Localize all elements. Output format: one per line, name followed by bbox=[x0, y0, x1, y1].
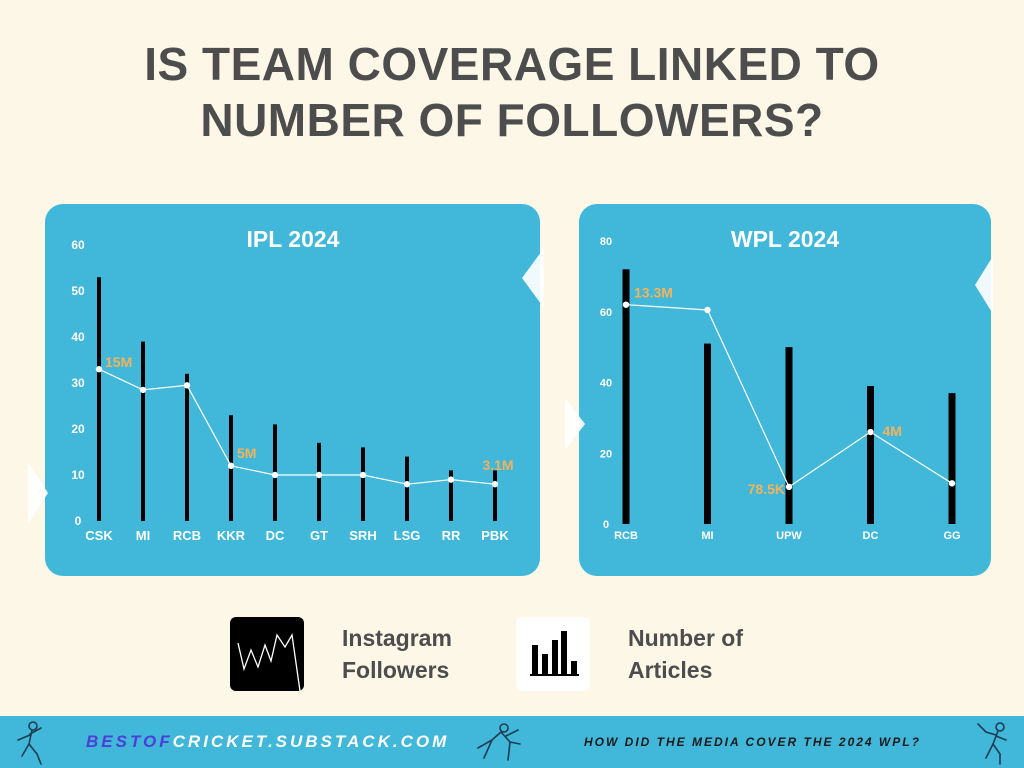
followers-point bbox=[622, 301, 630, 308]
y-tick-label: 40 bbox=[71, 330, 85, 344]
cricketer-diving-icon bbox=[477, 723, 521, 761]
y-tick-label: 60 bbox=[600, 307, 612, 319]
article-bar bbox=[141, 341, 145, 521]
cricketer-bowler-icon bbox=[17, 721, 42, 765]
ipl-chart-panel: IPL 2024 0 10 20 30 40 50 60 CSK MI RCB KKR DC GT SRH L… bbox=[45, 204, 540, 576]
followers-point bbox=[227, 462, 235, 469]
article-bar bbox=[704, 343, 711, 524]
bar-chart-icon bbox=[516, 617, 590, 691]
article-bar bbox=[361, 447, 365, 521]
chart-title: WPL 2024 bbox=[731, 226, 839, 252]
followers-annotation: 13.3M bbox=[634, 285, 673, 301]
followers-point bbox=[447, 476, 455, 483]
notch-shape-icon bbox=[28, 462, 48, 524]
title-line-1: IS TEAM COVERAGE LINKED TO bbox=[144, 38, 880, 90]
followers-point bbox=[948, 480, 956, 487]
article-bar bbox=[449, 470, 453, 521]
article-bar bbox=[867, 386, 874, 524]
y-tick-label: 0 bbox=[603, 519, 609, 531]
followers-point bbox=[139, 386, 147, 394]
followers-annotation: 15M bbox=[105, 354, 132, 370]
y-tick-label: 20 bbox=[71, 422, 85, 436]
article-bar bbox=[185, 373, 189, 521]
legend-followers-line1: Instagram bbox=[342, 625, 452, 651]
article-bar bbox=[493, 470, 497, 521]
followers-point bbox=[491, 481, 499, 488]
title-line-2: NUMBER OF FOLLOWERS? bbox=[200, 94, 824, 146]
followers-point bbox=[867, 428, 874, 436]
article-bar bbox=[317, 442, 321, 521]
followers-annotation: 4M bbox=[883, 423, 902, 439]
legend-articles-label: Number of Articles bbox=[628, 622, 743, 686]
site-url-part1: BESTOF bbox=[86, 732, 173, 751]
y-tick-label: 20 bbox=[600, 448, 612, 460]
x-tick-label: GT bbox=[310, 528, 328, 543]
followers-annotation: 3.1M bbox=[482, 457, 513, 473]
y-tick-label: 10 bbox=[71, 468, 85, 482]
followers-annotation: 78.5K bbox=[748, 481, 785, 497]
wpl-chart: WPL 2024 0 20 40 60 80 RCB MI UPW DC GG 13.3M 78.5K 4… bbox=[600, 226, 961, 542]
x-tick-label: CSK bbox=[85, 528, 113, 543]
footer-bar: BESTOFCRICKET.SUBSTACK.COM HOW DID THE M… bbox=[0, 716, 1024, 768]
article-bar bbox=[97, 277, 101, 521]
x-tick-label: SRH bbox=[349, 528, 376, 543]
x-tick-label: PBK bbox=[481, 528, 509, 543]
followers-point bbox=[359, 471, 367, 479]
followers-point bbox=[271, 471, 279, 479]
legend-articles-line1: Number of bbox=[628, 625, 743, 651]
site-url-part3: .SUBSTACK.COM bbox=[267, 732, 450, 751]
y-tick-label: 30 bbox=[71, 376, 85, 390]
followers-point bbox=[95, 366, 103, 373]
article-bar bbox=[785, 347, 793, 524]
followers-point bbox=[785, 483, 793, 491]
x-tick-label: UPW bbox=[776, 530, 802, 542]
article-bar bbox=[405, 456, 409, 521]
ipl-chart: IPL 2024 0 10 20 30 40 50 60 CSK MI RCB KKR DC GT SRH L… bbox=[71, 226, 513, 543]
line-chart-icon bbox=[230, 617, 304, 692]
y-tick-label: 50 bbox=[71, 284, 85, 298]
y-tick-label: 80 bbox=[600, 236, 612, 248]
x-tick-label: MI bbox=[701, 530, 713, 542]
followers-point bbox=[403, 481, 411, 488]
x-tick-label: RCB bbox=[173, 528, 201, 543]
cricketer-batsman-icon bbox=[977, 722, 1007, 765]
followers-line bbox=[98, 368, 496, 485]
x-tick-label: KKR bbox=[217, 528, 246, 543]
followers-point bbox=[704, 306, 711, 314]
x-tick-label: DC bbox=[863, 530, 879, 542]
x-tick-label: RCB bbox=[614, 530, 638, 542]
x-tick-label: RR bbox=[442, 528, 461, 543]
y-tick-label: 0 bbox=[75, 514, 82, 528]
legend-articles-line2: Articles bbox=[628, 657, 713, 683]
followers-point bbox=[315, 471, 323, 479]
site-url: BESTOFCRICKET.SUBSTACK.COM bbox=[86, 732, 449, 752]
article-bar bbox=[622, 269, 630, 524]
wpl-chart-panel: WPL 2024 0 20 40 60 80 RCB MI UPW DC GG 13.3M 78.5K 4… bbox=[579, 204, 991, 576]
y-tick-label: 40 bbox=[600, 378, 612, 390]
notch-shape-icon bbox=[522, 248, 544, 308]
x-tick-label: LSG bbox=[394, 528, 421, 543]
legend-followers-label: Instagram Followers bbox=[342, 622, 452, 686]
followers-annotation: 5M bbox=[237, 445, 256, 461]
site-url-part2: CRICKET bbox=[172, 732, 268, 751]
x-tick-label: MI bbox=[136, 528, 150, 543]
followers-point bbox=[183, 382, 191, 389]
notch-shape-icon bbox=[975, 256, 993, 314]
footer-tagline: HOW DID THE MEDIA COVER THE 2024 WPL? bbox=[584, 735, 921, 749]
notch-shape-icon bbox=[565, 398, 585, 450]
legend-followers-line2: Followers bbox=[342, 657, 450, 683]
x-tick-label: DC bbox=[266, 528, 285, 543]
page-title: IS TEAM COVERAGE LINKED TO NUMBER OF FOL… bbox=[0, 36, 1024, 148]
chart-title: IPL 2024 bbox=[247, 226, 340, 252]
article-bar bbox=[948, 393, 956, 524]
x-tick-label: GG bbox=[943, 530, 960, 542]
y-tick-label: 60 bbox=[71, 238, 85, 252]
